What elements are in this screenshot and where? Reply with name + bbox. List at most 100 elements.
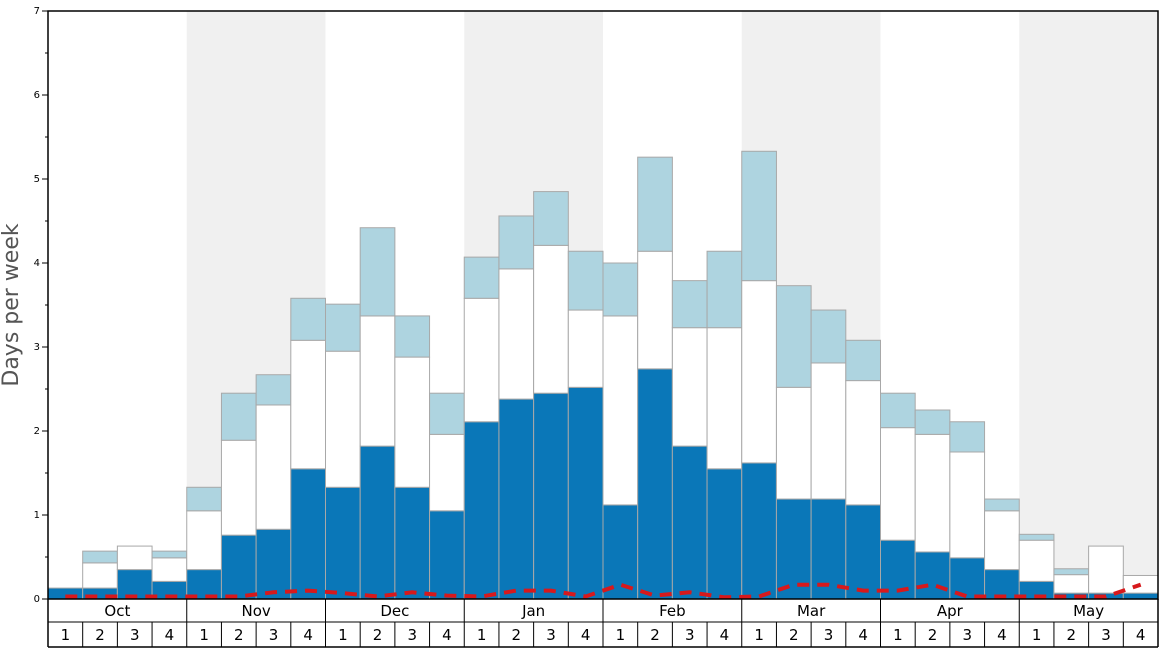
month-label: Mar (797, 602, 826, 620)
x-tick-label: 2 (1067, 626, 1077, 644)
bar-segment (325, 303, 361, 352)
bar-segment (533, 191, 569, 246)
bar-segment (82, 550, 118, 564)
bar-segment (429, 392, 465, 435)
y-tick-label: 6 (34, 90, 40, 101)
y-tick-label: 3 (34, 342, 40, 353)
bar-segment (741, 150, 777, 282)
bar-segment (602, 262, 639, 317)
bar-segment (1053, 574, 1090, 594)
x-tick-label: 2 (512, 626, 522, 644)
bar-segment (637, 368, 673, 600)
bar-segment (637, 250, 673, 370)
y-tick-label: 4 (34, 258, 40, 269)
month-label: Oct (104, 602, 130, 620)
bar-segment (914, 551, 951, 600)
y-axis-label: Days per week (0, 223, 24, 386)
bar-segment (220, 392, 257, 441)
bar-segment (220, 439, 257, 536)
x-tick-label: 3 (962, 626, 972, 644)
x-tick-label: 4 (581, 626, 591, 644)
bar-segment (949, 421, 986, 453)
bar-segment (567, 250, 604, 311)
bar-segment (394, 315, 431, 358)
bar-segment (1018, 533, 1055, 541)
trend-line (65, 582, 1142, 600)
bar-segment (1018, 539, 1055, 582)
x-tick-label: 4 (442, 626, 452, 644)
y-tick-label: 0 (34, 594, 40, 605)
bar-segment (741, 280, 777, 464)
bar-segment (220, 534, 257, 600)
x-tick-label: 2 (234, 626, 244, 644)
bar-segment (290, 339, 326, 470)
bar-segment (359, 445, 396, 600)
bar-segment (810, 362, 847, 500)
y-tick-label: 5 (34, 174, 40, 185)
bar-segment (706, 468, 743, 600)
x-tick-label: 1 (616, 626, 626, 644)
bar-segment (463, 256, 500, 299)
bar-segment (637, 156, 673, 252)
bar-segment (255, 528, 292, 600)
x-tick-label: 3 (546, 626, 556, 644)
month-shade (1019, 11, 1158, 599)
x-tick-label: 1 (1032, 626, 1042, 644)
bar-segment (533, 244, 569, 394)
bar-segment (498, 268, 535, 400)
bar-segment (741, 462, 777, 600)
bar-segment (429, 510, 465, 600)
bar-segment (671, 445, 708, 600)
x-tick-label: 2 (928, 626, 938, 644)
x-tick-label: 1 (893, 626, 903, 644)
x-tick-label: 4 (720, 626, 730, 644)
x-tick-label: 2 (650, 626, 660, 644)
month-label: Dec (380, 602, 409, 620)
bar-segment (463, 297, 500, 423)
x-tick-label: 4 (1136, 626, 1146, 644)
bar-segment (82, 562, 118, 589)
x-tick-label: 4 (303, 626, 313, 644)
bar-segment (671, 327, 708, 447)
bar-segment (290, 297, 326, 341)
bar-segment (775, 386, 812, 500)
bar-segment (914, 409, 951, 435)
bar-segment (880, 392, 916, 429)
bar-segment (394, 356, 431, 488)
bar-segment (359, 315, 396, 447)
bar-segment (325, 350, 361, 488)
bar-segment (394, 486, 431, 600)
y-tick-label: 7 (34, 6, 40, 17)
bar-segment (186, 510, 222, 571)
bar-segment (845, 380, 881, 506)
bar-segment (845, 339, 881, 382)
bar-segment (359, 227, 396, 317)
bar-segment (255, 404, 292, 530)
bar-segment (706, 327, 743, 470)
bar-segment (671, 280, 708, 329)
bar-segment (984, 510, 1020, 571)
bar-segment (116, 545, 153, 571)
bar-segment (290, 468, 326, 600)
bar-segment (151, 557, 188, 582)
x-tick-label: 2 (789, 626, 799, 644)
bar-segment (186, 486, 222, 512)
bar-segment (498, 215, 535, 270)
x-tick-label: 4 (858, 626, 868, 644)
y-tick-label: 1 (34, 510, 40, 521)
x-tick-label: 2 (373, 626, 383, 644)
bar-segment (1053, 568, 1090, 576)
x-tick-label: 3 (130, 626, 140, 644)
bar-segment (880, 427, 916, 541)
bar-segment (810, 309, 847, 364)
bar-segment (325, 486, 361, 600)
bar-segment (429, 433, 465, 512)
x-tick-label: 3 (1101, 626, 1111, 644)
x-tick-label: 1 (61, 626, 71, 644)
x-tick-label: 2 (95, 626, 105, 644)
bar-segment (1122, 574, 1159, 594)
x-tick-label: 3 (269, 626, 279, 644)
bar-segment (463, 421, 500, 600)
bar-segment (498, 398, 535, 600)
month-label: May (1073, 602, 1104, 620)
